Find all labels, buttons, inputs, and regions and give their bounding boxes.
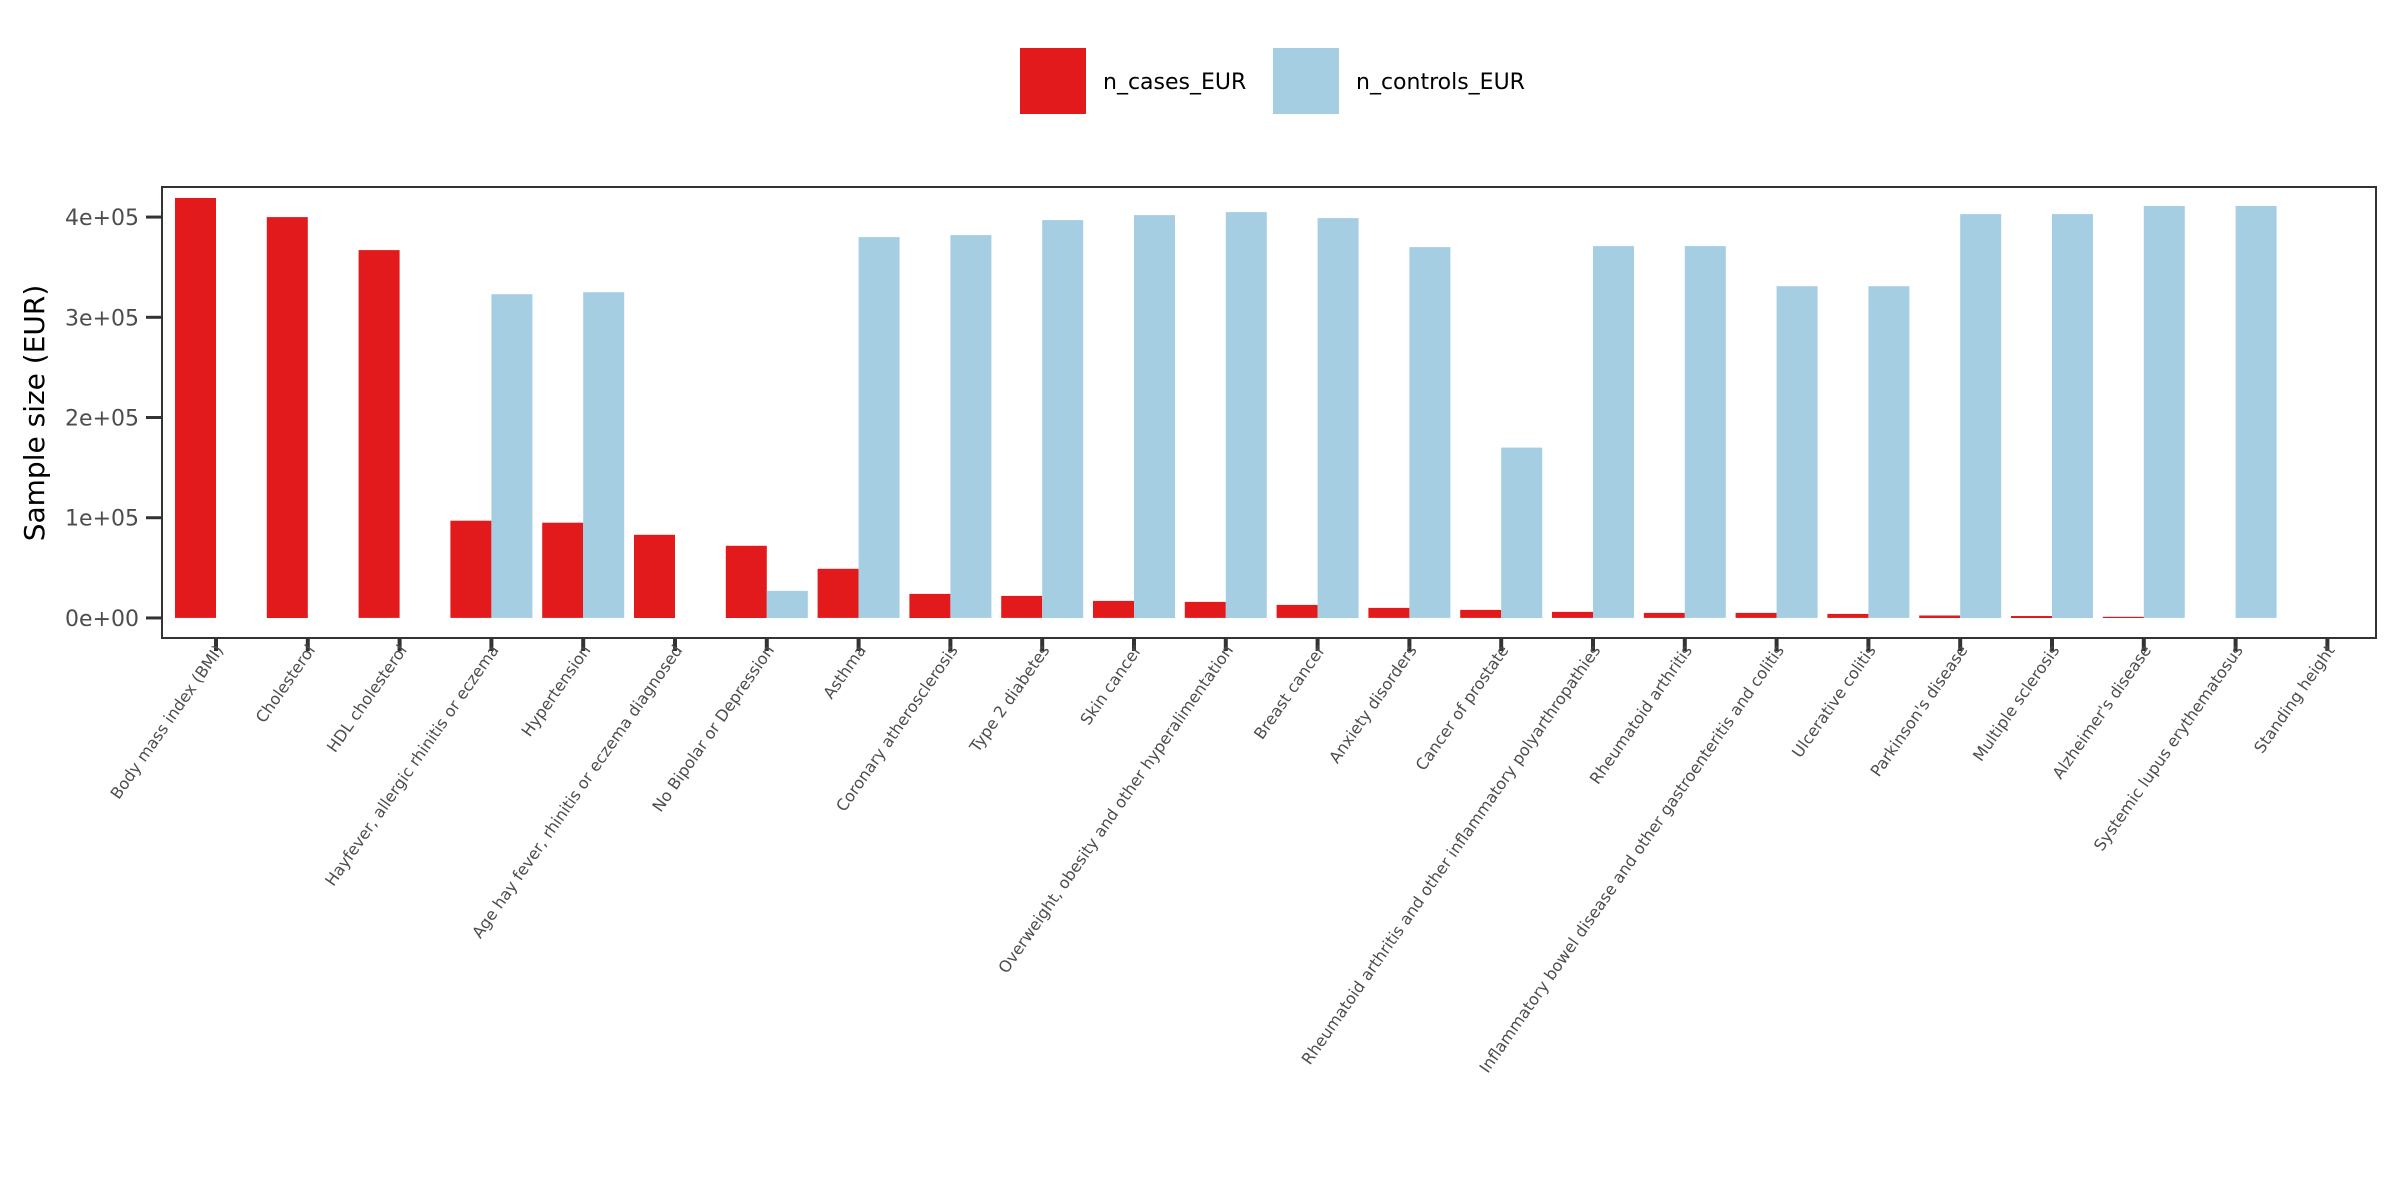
bar-n_controls_EUR-10 (1134, 215, 1175, 618)
x-tick-label: Multiple sclerosis (1969, 641, 2063, 764)
bar-n_controls_EUR-6 (766, 590, 808, 618)
bar-n_controls_EUR-18 (1868, 286, 1910, 618)
x-tick-label: Alzheimer's disease (2048, 641, 2155, 782)
legend-key-n_controls_EUR (1273, 48, 1339, 114)
y-tick-label: 4e+05 (65, 206, 139, 231)
bar-n_cases_EUR-1 (266, 217, 308, 618)
bar-n_cases_EUR-11 (1184, 601, 1226, 618)
legend: n_cases_EUR n_controls_EUR (1020, 48, 1525, 114)
bar-n_cases_EUR-3 (450, 520, 492, 618)
bar-n_controls_EUR-8 (950, 235, 992, 618)
y-tick-label: 0e+00 (65, 607, 139, 632)
y-axis: 0e+00 1e+05 2e+05 3e+05 4e+05 (65, 206, 162, 632)
x-tick-label: Breast cancer (1250, 641, 1329, 743)
bar-n_cases_EUR-6 (725, 545, 767, 618)
x-tick-label: Anxiety disorders (1325, 641, 1421, 766)
bar-n_cases_EUR-8 (909, 593, 951, 618)
bar-n_controls_EUR-21 (2143, 206, 2185, 618)
x-tick-label: Age hay fever, rhinitis or eczema diagno… (468, 641, 686, 941)
bar-n_controls_EUR-14 (1501, 447, 1543, 618)
bar-n_controls_EUR-3 (491, 294, 533, 618)
x-tick-label: Cancer of prostate (1412, 641, 1513, 774)
y-tick-label: 1e+05 (65, 507, 139, 532)
bar-n_controls_EUR-13 (1409, 247, 1451, 618)
bar-n_cases_EUR-4 (542, 522, 584, 618)
y-tick-label: 2e+05 (65, 407, 139, 432)
bar-n_cases_EUR-0 (175, 198, 216, 618)
bar-n_cases_EUR-21 (2102, 616, 2144, 618)
legend-label-n_controls_EUR: n_controls_EUR (1356, 70, 1525, 95)
bar-n_cases_EUR-15 (1552, 611, 1593, 618)
bar-n_controls_EUR-11 (1225, 212, 1267, 618)
bar-n_cases_EUR-20 (2011, 616, 2052, 618)
bar-n_cases_EUR-9 (1001, 595, 1043, 618)
x-axis: Body mass index (BMI) Cholesterol HDL chol… (106, 638, 2339, 1076)
bar-n_cases_EUR-18 (1827, 613, 1869, 618)
bar-n_cases_EUR-10 (1093, 600, 1134, 618)
x-tick-label: Parkinson's disease (1866, 641, 1971, 780)
x-tick-label: Inflammatory bowel disease and other gas… (1475, 641, 1787, 1076)
x-tick-label: Body mass index (BMI) (106, 641, 227, 802)
x-tick-label: Systemic lupus erythematosus (2090, 641, 2247, 854)
bar-n_cases_EUR-2 (358, 250, 400, 618)
x-tick-label: Rheumatoid arthritis (1586, 641, 1696, 787)
bar-n_cases_EUR-12 (1276, 604, 1318, 618)
x-tick-label: Cholesterol (252, 641, 319, 726)
bar-n_cases_EUR-7 (817, 568, 859, 618)
x-tick-label: HDL cholesterol (323, 641, 411, 755)
bar-n_controls_EUR-22 (2235, 206, 2277, 618)
bars-group (175, 198, 2277, 618)
x-tick-label: Asthma (819, 641, 870, 702)
bar-n_cases_EUR-16 (1643, 612, 1685, 618)
bar-n_cases_EUR-5 (634, 534, 675, 618)
x-tick-label: Standing height (2250, 641, 2339, 756)
x-tick-label: Hypertension (518, 641, 595, 740)
bar-n_controls_EUR-4 (583, 292, 625, 618)
bar-n_cases_EUR-19 (1919, 615, 1961, 618)
x-tick-label: Type 2 diabetes (965, 641, 1053, 756)
x-tick-label: Ulcerative colitis (1788, 641, 1880, 761)
bar-n_controls_EUR-15 (1593, 246, 1634, 618)
x-tick-label: Skin cancer (1076, 641, 1145, 728)
y-axis-label: Sample size (EUR) (18, 285, 51, 542)
bar-n_controls_EUR-20 (2052, 214, 2093, 618)
x-tick-label: Hayfever, allergic rhinitis or eczema (321, 641, 503, 889)
bar-n_cases_EUR-13 (1368, 607, 1410, 618)
bar-n_cases_EUR-17 (1735, 612, 1777, 618)
bar-n_cases_EUR-14 (1460, 609, 1502, 618)
legend-label-n_cases_EUR: n_cases_EUR (1103, 70, 1246, 95)
bar-n_controls_EUR-9 (1042, 220, 1084, 618)
bar-n_controls_EUR-19 (1960, 214, 2002, 618)
bar-n_controls_EUR-7 (858, 237, 900, 618)
bar-n_controls_EUR-16 (1684, 246, 1726, 618)
legend-key-n_cases_EUR (1020, 48, 1086, 114)
bar-n_controls_EUR-12 (1317, 218, 1359, 618)
bar-n_controls_EUR-17 (1776, 286, 1818, 618)
y-tick-label: 3e+05 (65, 306, 139, 331)
